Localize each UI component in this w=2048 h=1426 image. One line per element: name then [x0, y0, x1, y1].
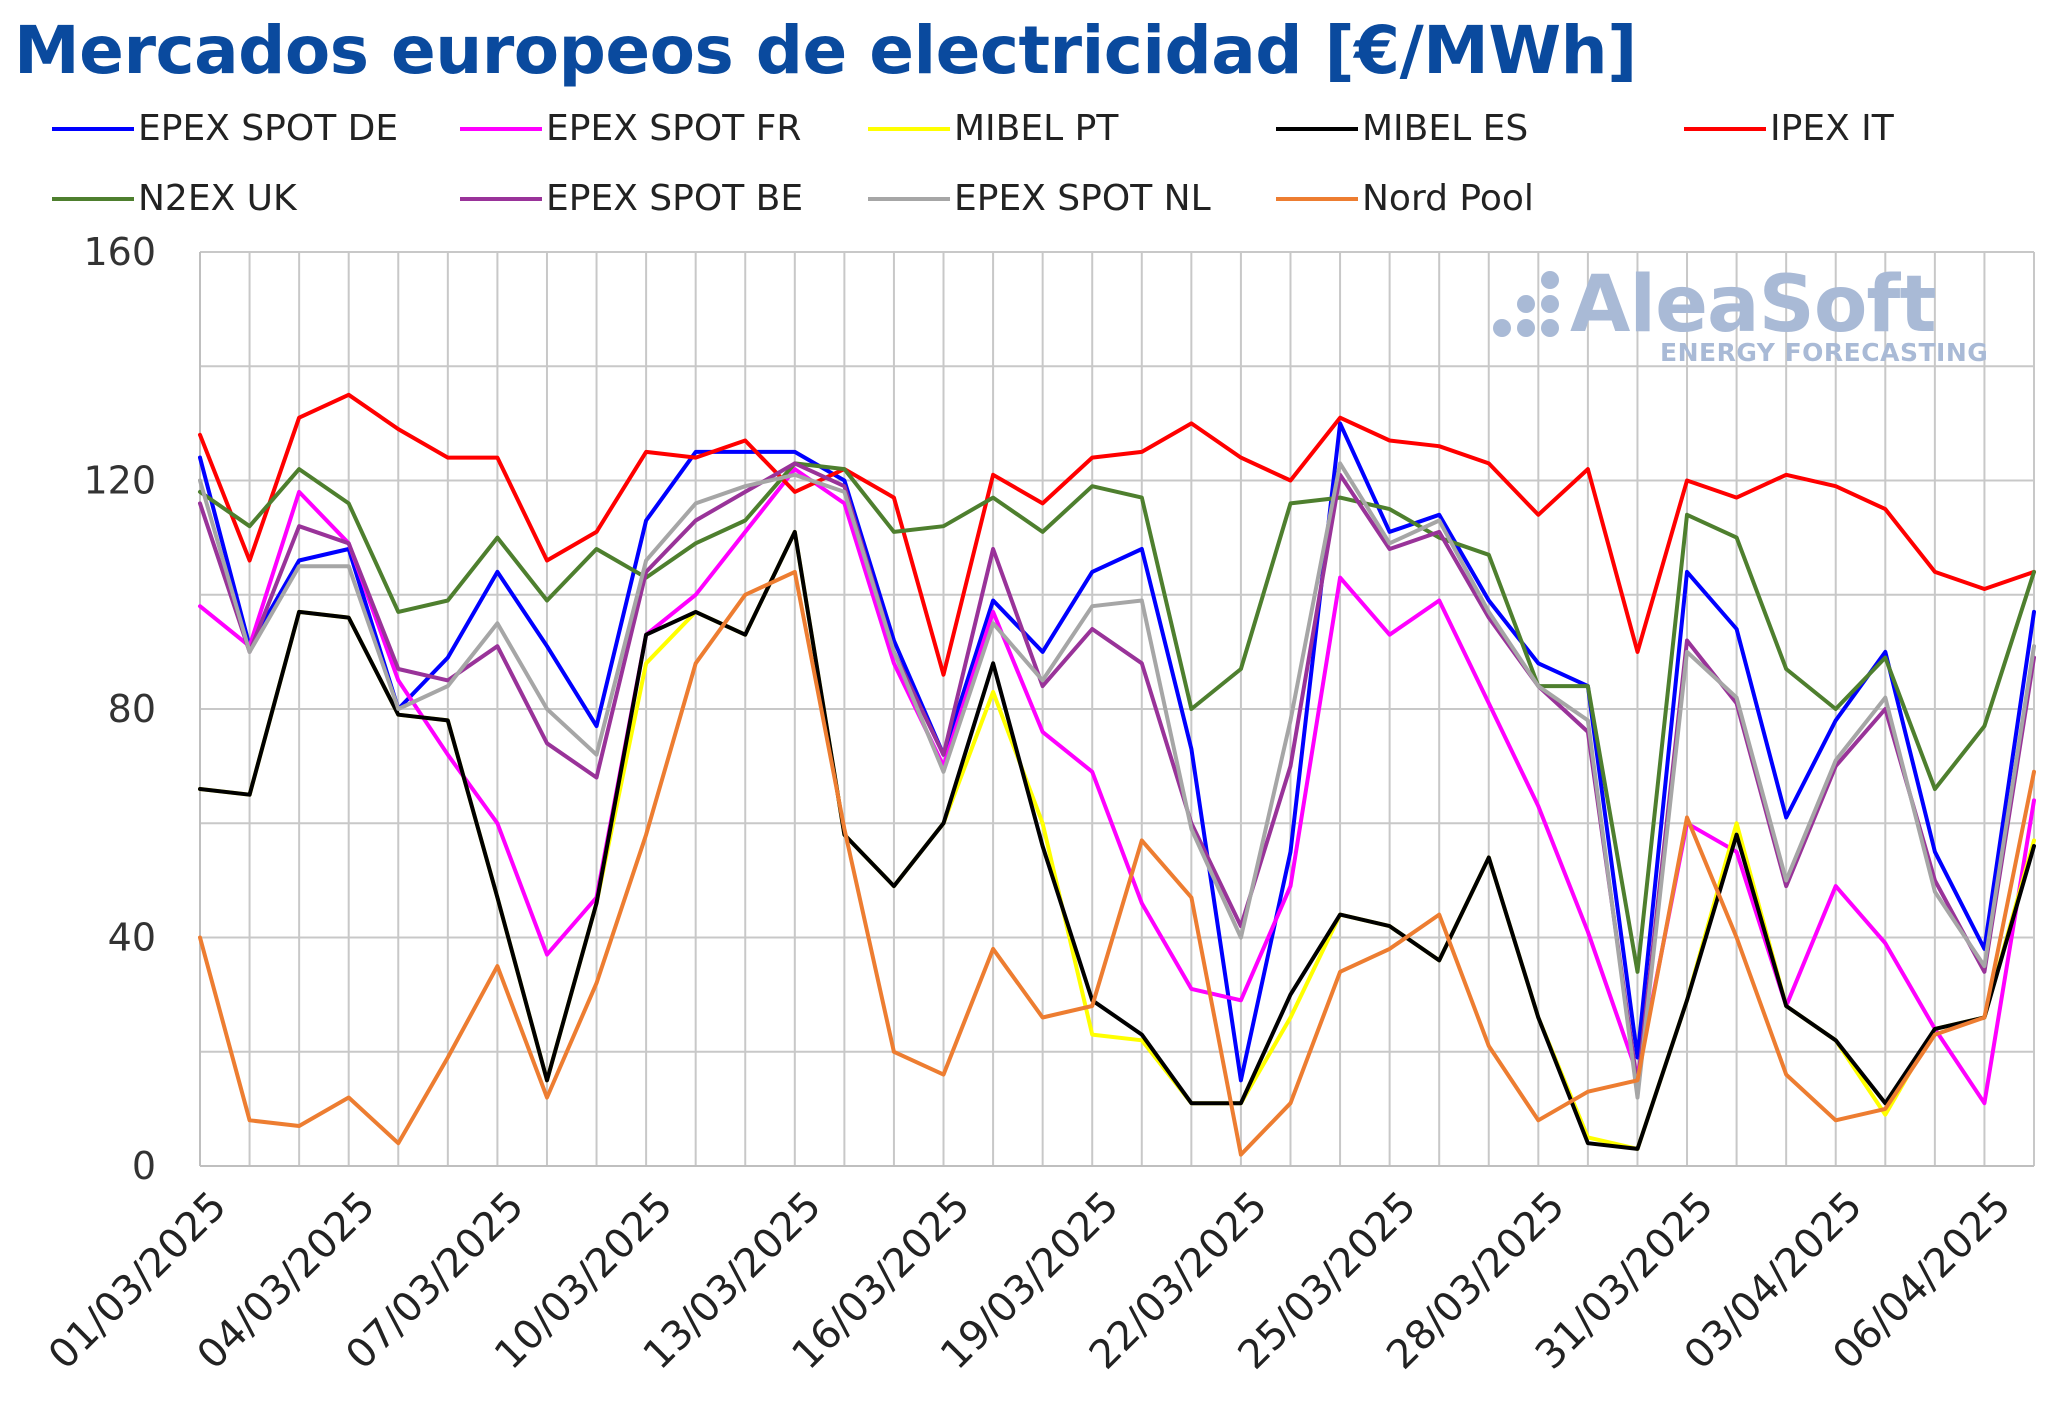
- legend-label: EPEX SPOT DE: [138, 108, 399, 149]
- legend-swatch: [1276, 126, 1358, 131]
- legend-label: IPEX IT: [1770, 108, 1894, 149]
- legend-label: EPEX SPOT NL: [954, 178, 1211, 219]
- axis-layer: [199, 252, 2034, 1167]
- series-line-epex-spot-be: [198, 461, 2036, 1088]
- legend-swatch: [460, 126, 542, 131]
- legend-swatch: [460, 196, 542, 201]
- logo-tagline: ENERGY FORECASTING: [1660, 338, 1989, 367]
- legend-item: MIBEL PT: [868, 108, 1118, 149]
- legend-item: IPEX IT: [1684, 108, 1894, 149]
- legend-label: N2EX UK: [138, 178, 297, 219]
- y-tick-label: 0: [132, 1144, 156, 1188]
- legend-label: MIBEL PT: [954, 108, 1119, 149]
- legend-label: EPEX SPOT BE: [546, 178, 804, 219]
- series-line-n2ex-uk: [198, 461, 2036, 974]
- chart-title: Mercados europeos de electricidad [€/MWh…: [14, 12, 1637, 89]
- legend-swatch: [1276, 196, 1358, 201]
- logo-wordmark: AleaSoft: [1570, 260, 1937, 350]
- legend-swatch: [868, 126, 950, 131]
- legend-item: N2EX UK: [52, 178, 297, 219]
- legend-swatch: [52, 196, 134, 201]
- legend-item: EPEX SPOT BE: [460, 178, 803, 219]
- y-tick-label: 120: [83, 459, 156, 503]
- legend-label: MIBEL ES: [1362, 108, 1529, 149]
- series-line-epex-spot-de: [198, 421, 2036, 1083]
- legend-label: Nord Pool: [1362, 178, 1534, 219]
- legend-item: MIBEL ES: [1276, 108, 1528, 149]
- legend-swatch: [1684, 126, 1766, 131]
- legend-swatch: [868, 196, 950, 201]
- legend-item: Nord Pool: [1276, 178, 1534, 219]
- y-tick-label: 80: [108, 687, 156, 731]
- legend-label: EPEX SPOT FR: [546, 108, 802, 149]
- grid-layer: [199, 251, 2035, 1167]
- series-line-ipex-it: [198, 392, 2036, 677]
- series-line-mibel-es: [198, 529, 2036, 1151]
- y-tick-label: 40: [108, 916, 156, 960]
- series-layer: [198, 392, 2036, 1157]
- series-line-epex-spot-nl: [198, 461, 2036, 1100]
- y-tick-label: 160: [83, 230, 156, 274]
- logo-dots-icon: [1493, 271, 1559, 337]
- aleasoft-logo: AleaSoft ENERGY FORECASTING: [1490, 260, 2010, 378]
- legend-item: EPEX SPOT FR: [460, 108, 801, 149]
- legend-item: EPEX SPOT DE: [52, 108, 398, 149]
- legend-item: EPEX SPOT NL: [868, 178, 1211, 219]
- legend-swatch: [52, 126, 134, 131]
- series-line-nord-pool: [198, 569, 2036, 1157]
- legend: EPEX SPOT DE EPEX SPOT FR MIBEL PT MIBEL ES…: [0, 108, 2048, 238]
